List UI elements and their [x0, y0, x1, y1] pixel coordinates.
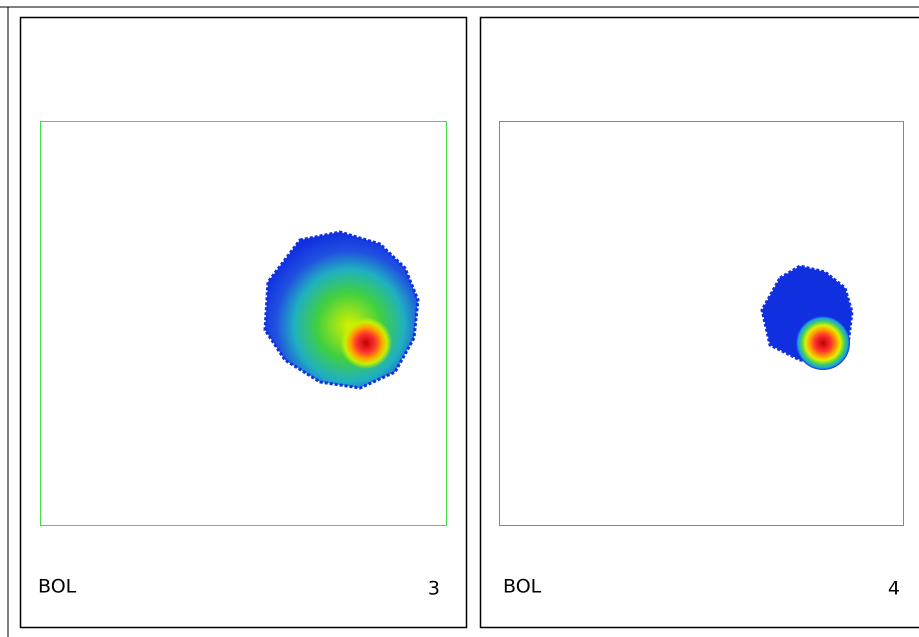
plot-square — [499, 121, 904, 526]
panel: BOL 3 — [19, 16, 468, 629]
panel-number: 4 — [888, 578, 900, 600]
panel-border — [19, 16, 468, 629]
intensity-blob — [263, 230, 420, 390]
panel-label: BOL — [503, 576, 542, 598]
panel: BOL 4 — [479, 16, 919, 629]
intensity-peak — [340, 317, 392, 369]
intensity-peak — [796, 316, 850, 370]
plot-square — [40, 121, 447, 526]
panel-label: BOL — [38, 576, 77, 598]
panel-number: 3 — [428, 578, 440, 600]
panel-border — [479, 16, 919, 629]
outer-frame — [0, 6, 919, 637]
